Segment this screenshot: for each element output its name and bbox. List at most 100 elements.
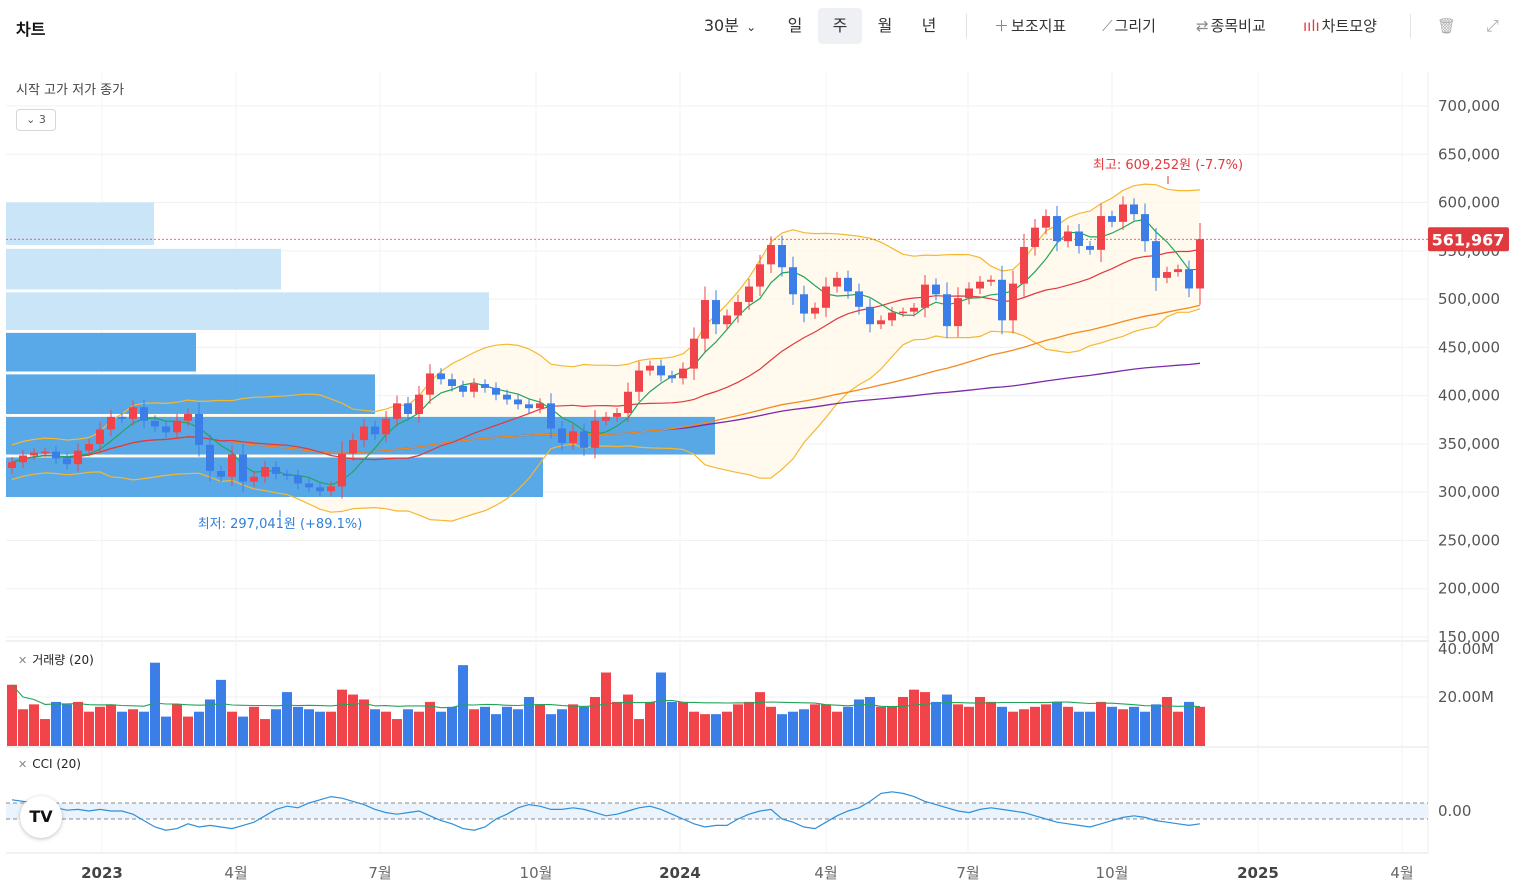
candle-body — [1053, 216, 1061, 242]
candle-body — [866, 306, 874, 325]
period-tab-day[interactable]: 일 — [787, 16, 803, 35]
volume-bar — [722, 711, 732, 746]
x-tick-label: 10월 — [1096, 864, 1129, 882]
legend-count: 3 — [38, 113, 46, 126]
candle-body — [1185, 269, 1193, 289]
period-tab-year[interactable]: 년 — [921, 16, 937, 35]
volume-bar — [1041, 704, 1051, 746]
y-tick-label: 500,000 — [1438, 290, 1500, 308]
volume-bar — [293, 706, 303, 746]
volume-bar — [733, 704, 743, 746]
volume-bar — [1151, 704, 1161, 746]
chart-toolbar: 차트 30분 ⌄ 일 주 월 년 ＋ 보조지표 ⟋ 그리기 ⇄ 종목비교 ıılı 차트… — [0, 0, 1533, 52]
volume-bar — [865, 697, 875, 746]
candle-body — [470, 384, 478, 392]
candle-body — [1064, 231, 1072, 242]
y-tick-label: 450,000 — [1438, 338, 1500, 356]
volume-bar — [1085, 711, 1095, 746]
volume-bar — [667, 701, 677, 746]
volume-bar — [744, 701, 754, 746]
candle-body — [855, 291, 863, 307]
volume-bar — [436, 711, 446, 746]
toolbar-divider — [966, 14, 967, 38]
candle-body — [327, 486, 335, 492]
toolbar-divider — [1410, 14, 1411, 38]
candle-body — [558, 428, 566, 443]
period-tab-month[interactable]: 월 — [877, 16, 893, 35]
draw-button[interactable]: ⟋ 그리기 — [1102, 8, 1156, 44]
candle-body — [954, 298, 962, 327]
close-icon[interactable]: ✕ — [18, 758, 28, 771]
candle-body — [261, 467, 269, 477]
plus-icon: ＋ — [994, 17, 1010, 35]
candle-body — [184, 413, 192, 421]
candle-body — [426, 373, 434, 395]
volume-bar — [304, 709, 314, 746]
volume-bar — [898, 697, 908, 746]
close-icon[interactable]: ✕ — [18, 654, 28, 667]
volume-bar — [95, 706, 105, 746]
volume-bar — [7, 684, 17, 746]
candle-body — [74, 450, 82, 465]
candle-body — [1075, 231, 1083, 246]
volume-bar — [931, 701, 941, 746]
chart-style-button[interactable]: ıılı 차트모양 — [1303, 8, 1377, 44]
interval-dropdown[interactable]: 30분 ⌄ — [700, 8, 760, 44]
cci-label: CCI (20) — [32, 757, 81, 771]
period-tab-week[interactable]: 주 — [818, 8, 862, 44]
candle-body — [294, 475, 302, 484]
volume-bar — [227, 711, 237, 746]
indicator-button[interactable]: ＋ 보조지표 — [994, 8, 1066, 44]
candle-body — [1174, 269, 1182, 273]
candle-body — [1119, 204, 1127, 222]
volume-bar — [546, 714, 556, 746]
y-tick-label: 250,000 — [1438, 531, 1500, 549]
volume-bar — [62, 704, 72, 746]
volume-profile-bar — [6, 374, 375, 414]
candle-body — [646, 365, 654, 371]
compare-button[interactable]: ⇄ 종목비교 — [1196, 8, 1266, 44]
volume-bar — [348, 694, 358, 746]
candle-body — [1020, 246, 1028, 284]
volume-bar — [1063, 706, 1073, 746]
volume-bar — [876, 706, 886, 746]
candle-body — [239, 454, 247, 482]
candle-body — [437, 373, 445, 380]
candle-body — [668, 375, 676, 379]
trash-icon[interactable]: 🗑 — [1437, 17, 1457, 35]
legend-toggle[interactable]: ⌄ 3 — [16, 109, 56, 131]
volume-bar — [986, 701, 996, 746]
candle-body — [129, 407, 137, 419]
page-title: 차트 — [16, 20, 46, 39]
x-tick-label: 4월 — [1390, 864, 1413, 882]
volume-bar — [392, 719, 402, 746]
volume-bar — [337, 689, 347, 746]
candle-body — [459, 385, 467, 392]
volume-tick-label: 20.00M — [1438, 688, 1494, 706]
volume-tick-label: 40.00M — [1438, 640, 1494, 658]
volume-bar — [1096, 701, 1106, 746]
candle-body — [800, 294, 808, 314]
candle-body — [624, 391, 632, 414]
candle-body — [712, 300, 720, 325]
candle-body — [998, 279, 1006, 321]
volume-bar — [964, 706, 974, 746]
candle-body — [888, 312, 896, 321]
volume-profile-bar — [6, 457, 543, 498]
candle-body — [767, 245, 775, 265]
volume-bar — [920, 692, 930, 746]
candle-body — [404, 403, 412, 414]
candle-body — [756, 264, 764, 287]
candle-body — [877, 320, 885, 325]
low-annotation: 최저: 297,041원 (+89.1%) — [198, 517, 363, 532]
volume-bar — [1019, 709, 1029, 746]
candle-body — [844, 277, 852, 292]
volume-bar — [942, 694, 952, 746]
x-tick-label: 4월 — [224, 864, 247, 882]
candle-body — [338, 453, 346, 487]
candle-body — [1031, 227, 1039, 247]
expand-icon[interactable]: ⤢ — [1486, 16, 1499, 35]
volume-bar — [1118, 709, 1128, 746]
candle-body — [195, 413, 203, 445]
